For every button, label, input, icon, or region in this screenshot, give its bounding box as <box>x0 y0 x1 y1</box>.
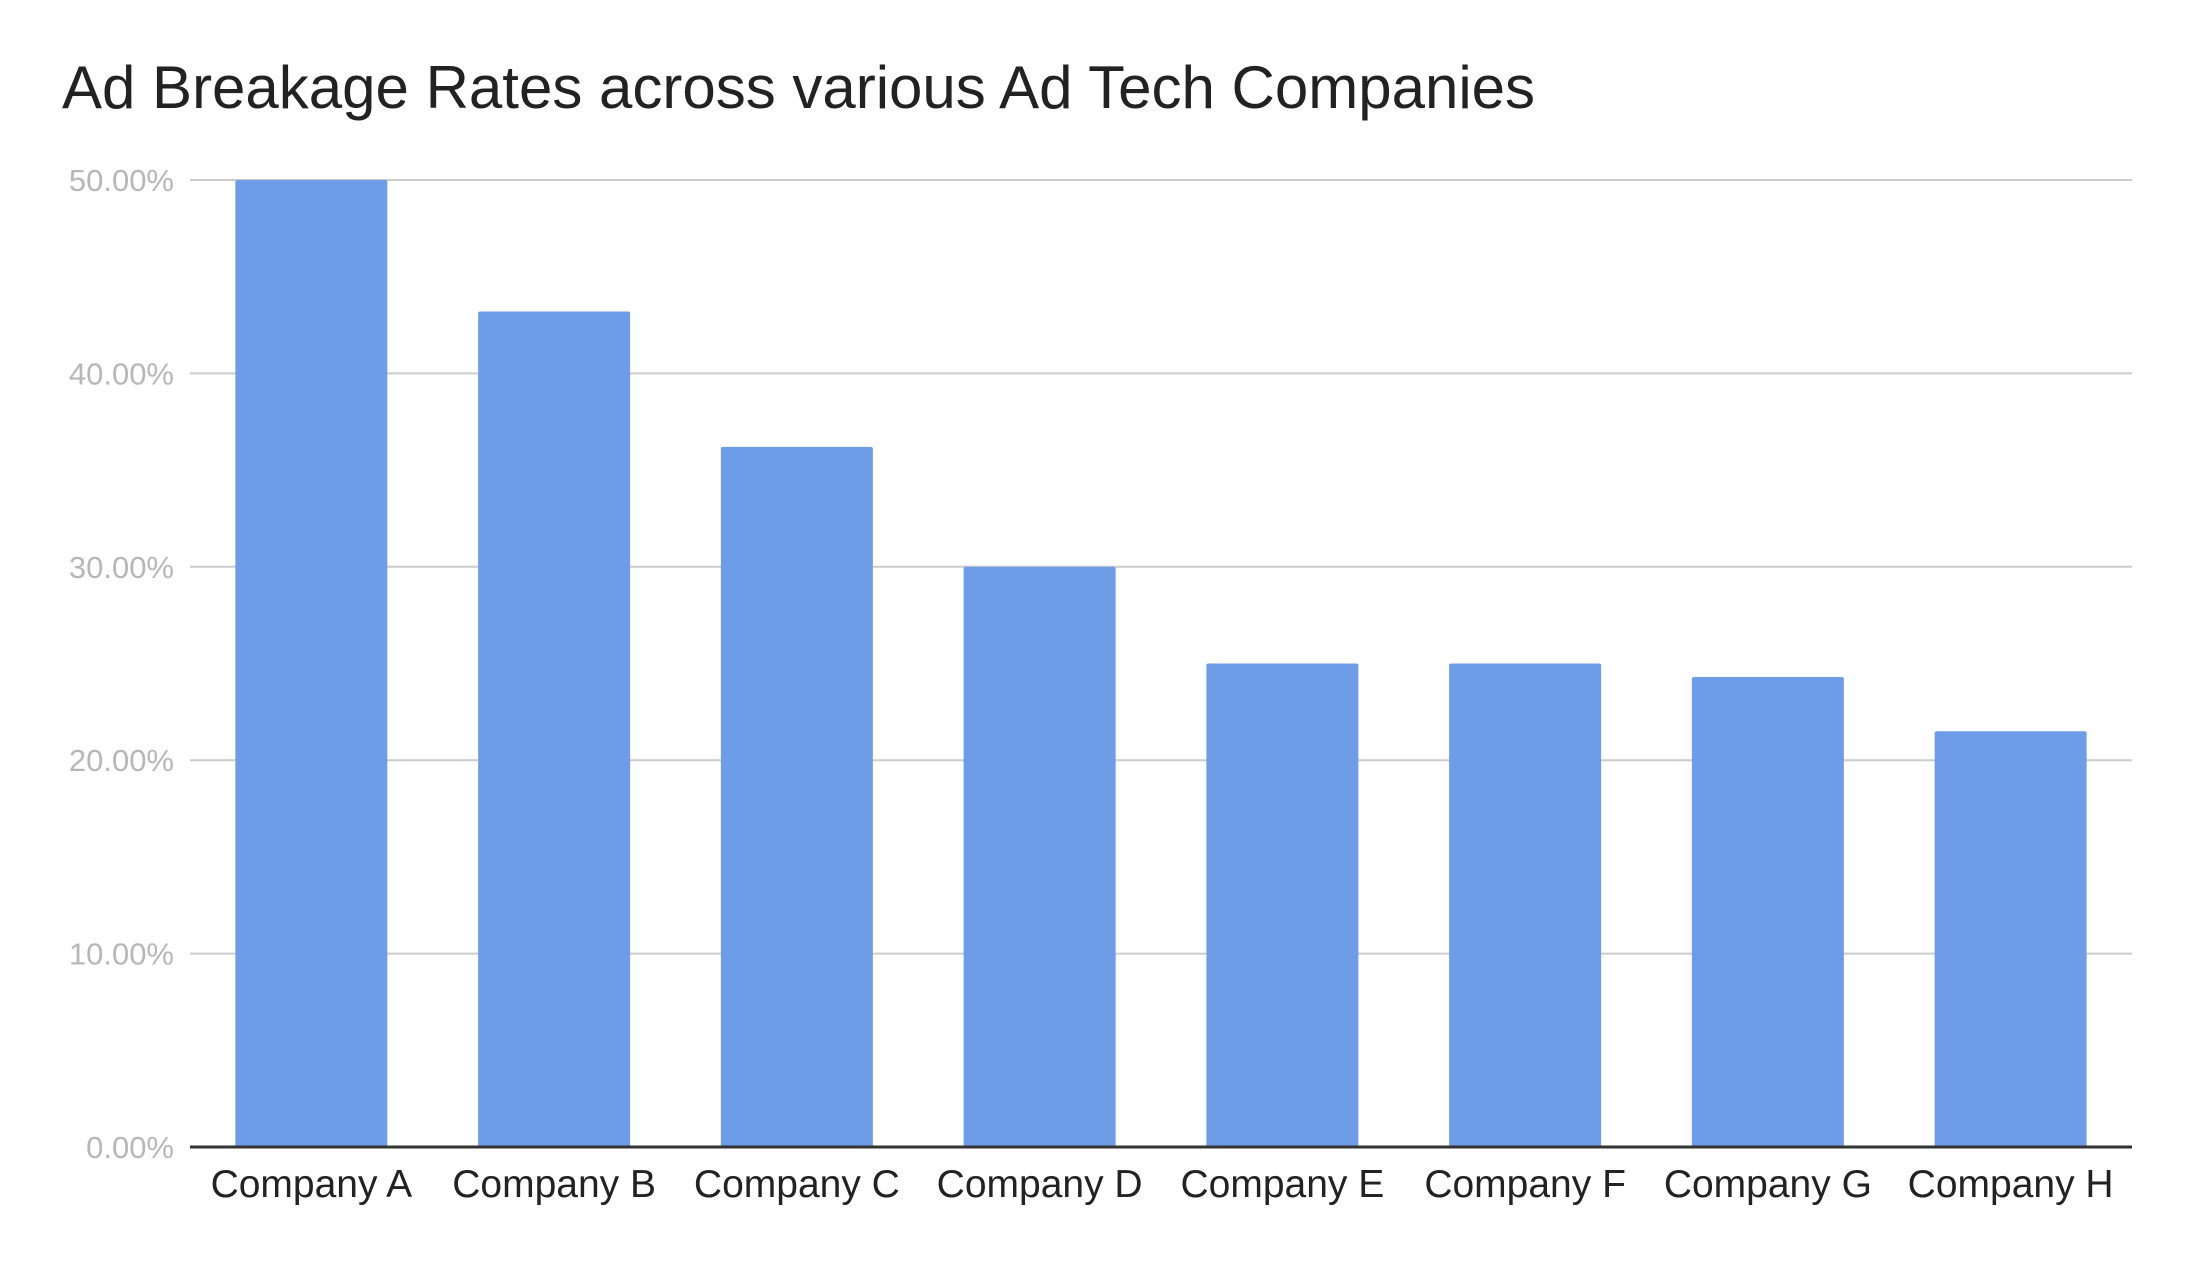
bar-company-a <box>235 180 388 1147</box>
bar-company-g <box>1691 677 1844 1147</box>
y-tick-label: 30.00% <box>69 550 174 585</box>
bar-company-f <box>1449 663 1602 1147</box>
y-tick-label: 0.00% <box>86 1130 174 1165</box>
x-tick-label: Company E <box>1180 1163 1384 1206</box>
y-tick-label: 50.00% <box>69 163 174 198</box>
bars <box>235 180 2087 1148</box>
x-tick-label: Company F <box>1424 1163 1626 1206</box>
bar-company-c <box>720 446 873 1148</box>
x-tick-label: Company C <box>694 1163 900 1206</box>
bar-company-d <box>963 566 1116 1147</box>
bar-company-b <box>478 311 631 1148</box>
x-tick-label: Company H <box>1908 1163 2114 1206</box>
x-tick-label: Company B <box>452 1163 656 1206</box>
y-tick-label: 10.00% <box>69 937 174 972</box>
bar-company-h <box>1934 731 2087 1147</box>
x-tick-label: Company G <box>1664 1163 1872 1206</box>
x-tick-label: Company A <box>211 1163 413 1206</box>
bar-company-e <box>1206 663 1359 1147</box>
chart-title: Ad Breakage Rates across various Ad Tech… <box>62 54 1536 121</box>
y-axis-ticks: 0.00% 10.00% 20.00% 30.00% 40.00% 50.00% <box>69 163 174 1165</box>
x-axis-ticks: Company A Company B Company C Company D Comp… <box>211 1163 2114 1206</box>
x-tick-label: Company D <box>937 1163 1143 1206</box>
y-tick-label: 20.00% <box>69 743 174 778</box>
y-tick-label: 40.00% <box>69 356 174 391</box>
